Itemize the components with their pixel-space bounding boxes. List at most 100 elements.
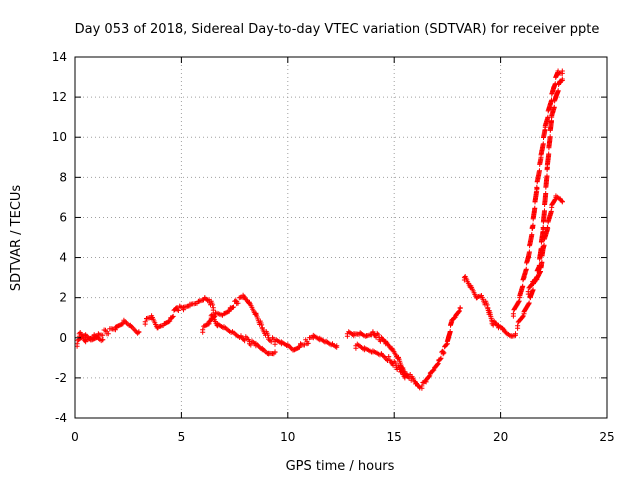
data-point: [423, 379, 429, 385]
data-point: [246, 339, 252, 345]
data-point: [238, 333, 244, 339]
data-point: [530, 224, 536, 230]
data-point: [104, 329, 110, 335]
data-point: [329, 341, 335, 347]
data-point: [549, 114, 555, 120]
y-tick-label: -2: [55, 371, 67, 385]
data-point: [544, 164, 550, 170]
data-point: [427, 371, 433, 377]
data-point: [229, 329, 235, 335]
data-point: [317, 337, 323, 343]
data-points: [74, 68, 565, 391]
data-point: [383, 341, 389, 347]
data-point: [419, 383, 425, 389]
data-point: [408, 375, 414, 381]
data-point: [127, 323, 133, 329]
data-point: [534, 184, 540, 190]
y-axis-title: SDTVAR / TECUs: [9, 185, 24, 292]
y-tick-label: 4: [59, 251, 67, 265]
data-point: [378, 351, 384, 357]
data-point: [453, 313, 459, 319]
data-point: [364, 333, 370, 339]
data-point: [142, 319, 148, 325]
x-tick-label: 5: [178, 430, 186, 444]
data-point: [168, 315, 174, 321]
data-point: [489, 319, 495, 325]
data-point: [202, 295, 208, 301]
data-point: [530, 281, 536, 287]
data-point: [253, 311, 259, 317]
data-point: [91, 333, 97, 339]
data-point: [553, 94, 559, 100]
data-point: [525, 289, 531, 295]
data-point: [559, 198, 565, 204]
series-track-7: [353, 341, 408, 381]
data-point: [393, 363, 399, 369]
plot-frame: [74, 56, 608, 419]
data-point: [76, 331, 82, 337]
data-point: [521, 311, 527, 317]
data-point: [551, 84, 557, 90]
data-point: [478, 293, 484, 299]
data-point: [495, 325, 501, 331]
data-point: [370, 349, 376, 355]
series-track-8: [419, 305, 463, 391]
data-point: [246, 301, 252, 307]
data-point: [95, 331, 101, 337]
data-point: [544, 224, 550, 230]
data-point: [155, 325, 161, 331]
data-point: [149, 315, 155, 321]
data-point: [504, 331, 510, 337]
data-point: [540, 224, 546, 230]
data-point: [259, 347, 265, 353]
data-point: [266, 351, 272, 357]
data-point: [291, 347, 297, 353]
data-point: [534, 277, 540, 283]
x-tick-label: 10: [280, 430, 295, 444]
y-tick-label: 8: [59, 170, 67, 184]
x-axis-title: GPS time / hours: [286, 459, 395, 474]
data-point: [195, 299, 201, 305]
series-track-9: [461, 274, 518, 339]
data-point: [538, 265, 544, 271]
data-point: [521, 275, 527, 281]
data-point: [266, 335, 272, 341]
data-point: [206, 297, 212, 303]
data-point: [461, 275, 467, 281]
data-point: [370, 329, 376, 335]
series-track-12: [525, 193, 565, 297]
y-tick-label: 10: [52, 130, 67, 144]
data-point: [549, 204, 555, 210]
data-point: [449, 319, 455, 325]
data-point: [540, 245, 546, 251]
y-tick-label: 12: [52, 90, 67, 104]
data-point: [485, 305, 491, 311]
data-point: [234, 299, 240, 305]
data-point: [221, 325, 227, 331]
data-point: [357, 331, 363, 337]
data-point: [278, 341, 284, 347]
x-tick-label: 25: [599, 430, 614, 444]
data-point: [517, 295, 523, 301]
data-point: [395, 355, 401, 361]
data-point: [353, 343, 359, 349]
y-tick-label: 0: [59, 331, 67, 345]
data-point: [161, 321, 167, 327]
data-point: [351, 333, 357, 339]
data-point: [432, 365, 438, 371]
data-point: [272, 339, 278, 345]
y-tick-label: 14: [52, 50, 67, 64]
data-point: [304, 339, 310, 345]
data-point: [136, 329, 142, 335]
data-point: [208, 313, 214, 319]
data-point: [500, 327, 506, 333]
data-point: [510, 311, 516, 317]
data-point: [221, 311, 227, 317]
data-point: [174, 305, 180, 311]
data-point: [187, 303, 193, 309]
data-point: [508, 333, 514, 339]
data-point: [310, 335, 316, 341]
data-point: [334, 343, 340, 349]
data-point: [253, 343, 259, 349]
